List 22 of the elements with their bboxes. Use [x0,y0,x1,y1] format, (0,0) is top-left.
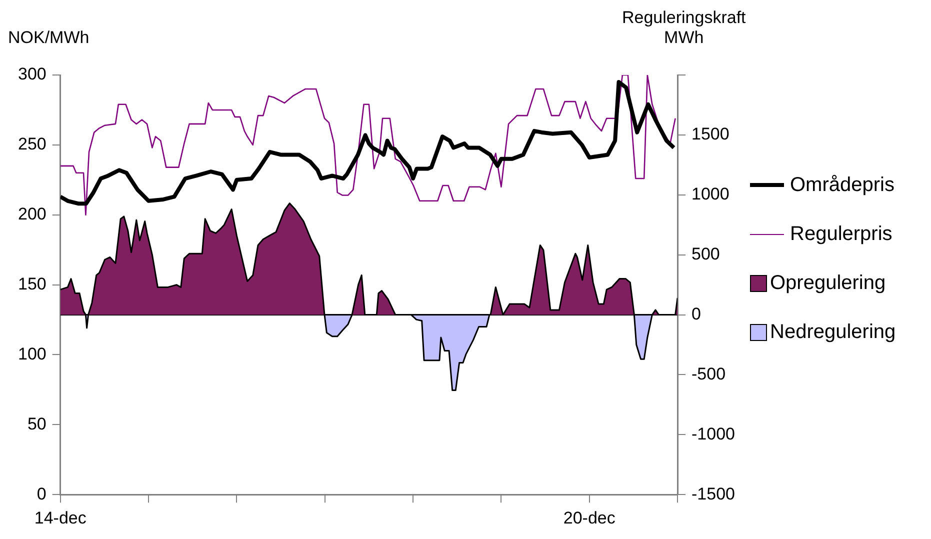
y-tick-label: 100 [18,344,46,364]
y2-tick-label: -1000 [692,424,736,444]
legend-label: Områdepris [790,174,894,196]
y-axis-title: NOK/MWh [8,28,90,48]
y2-tick-label: 500 [692,244,720,264]
legend-label: Opregulering [770,272,886,294]
y-tick-label: 200 [18,204,46,224]
legend-label: Regulerpris [790,222,892,246]
y2-tick-label: 1500 [692,124,730,144]
y-tick-label: 0 [36,484,46,504]
y2-tick-label: -1500 [692,484,736,504]
x-tick-label: 14-dec [34,508,87,528]
legend-label: Nedregulering [770,320,896,344]
y2-axis-title: Reguleringskraft MWh [622,8,746,48]
y-tick-label: 150 [18,274,46,294]
y2-tick-label: 1000 [692,184,730,204]
y2-tick-label: 0 [692,304,701,324]
y-tick-label: 50 [27,414,46,434]
x-tick-label: 20-dec [563,508,616,528]
y2-tick-label: -500 [692,364,726,384]
y-tick-label: 300 [18,64,46,84]
y-tick-label: 250 [18,134,46,154]
